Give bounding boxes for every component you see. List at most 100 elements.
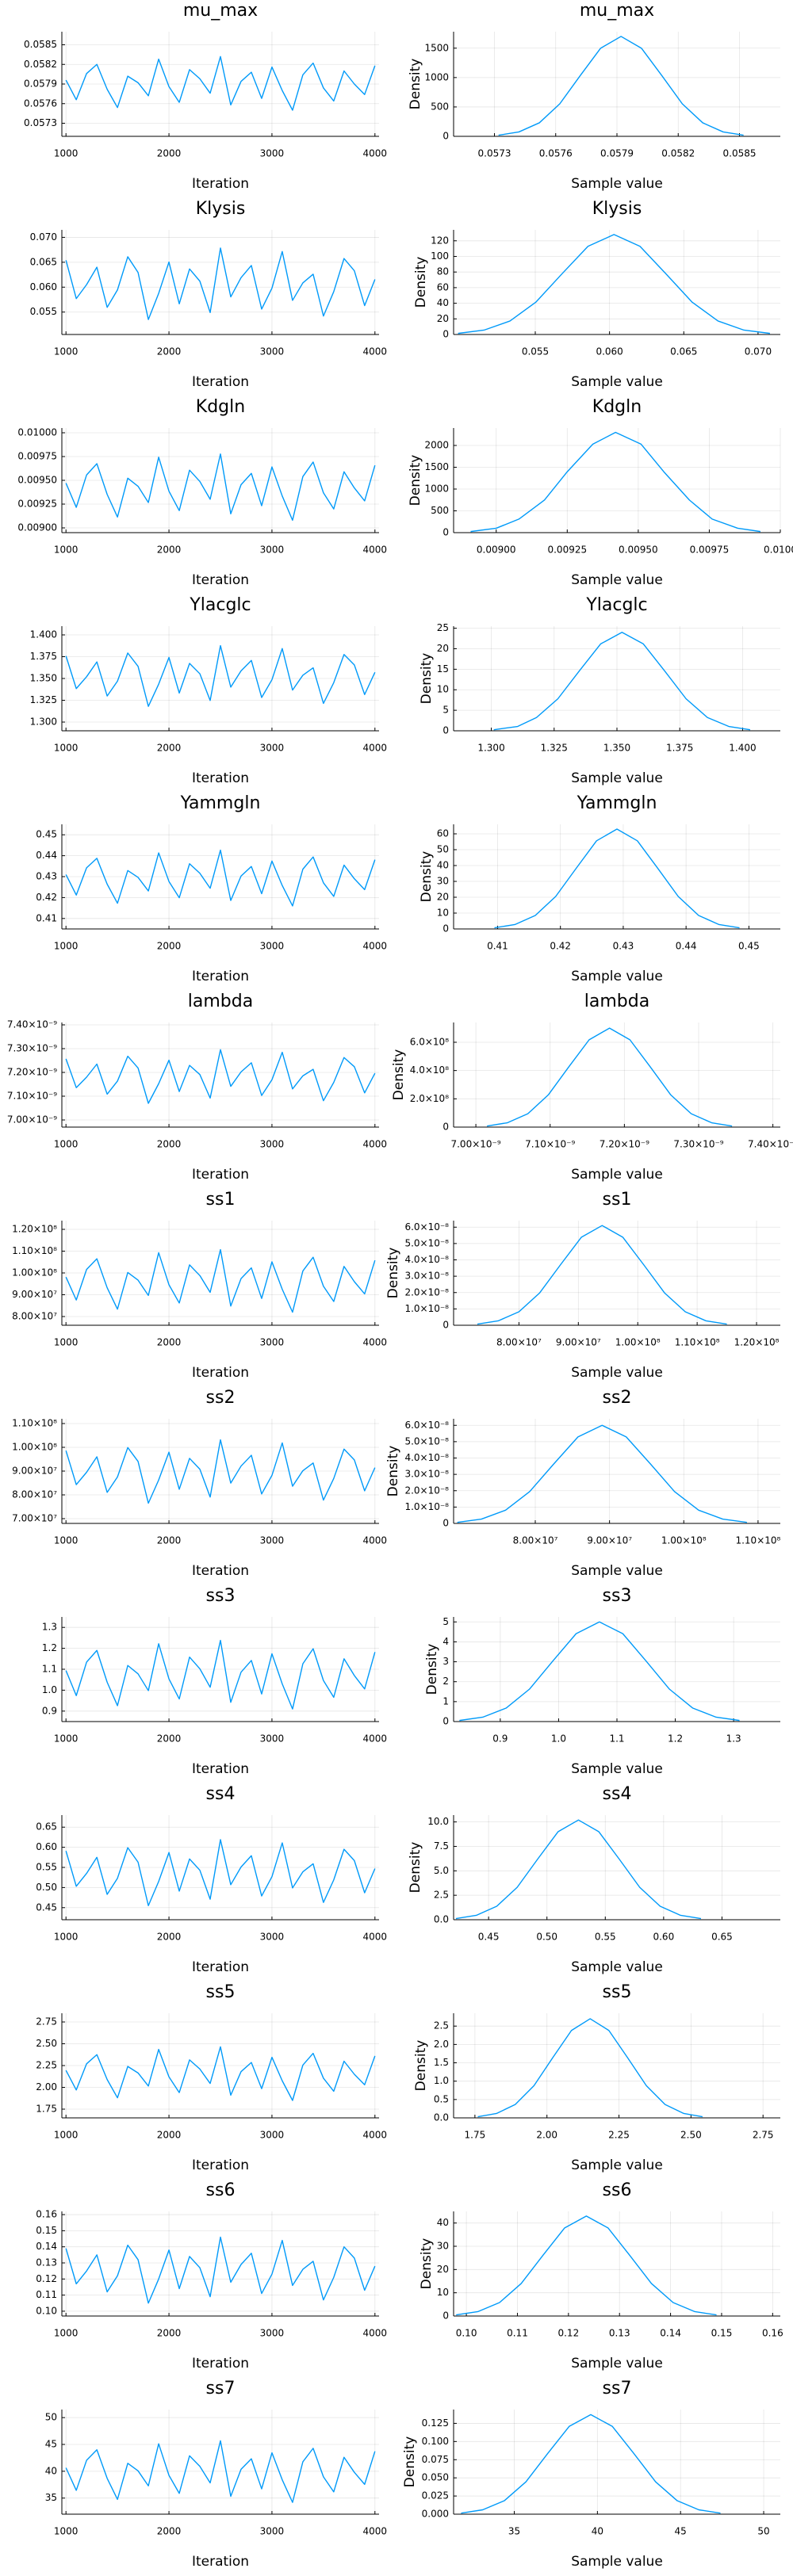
y-axis-label: Density xyxy=(413,257,429,308)
y-tick-label: 5 xyxy=(442,1616,449,1627)
data-line xyxy=(65,1248,376,1313)
panel: ss3 0.9 1.0 1.1 1.2 1.3 1000 2000 3000 4000 Iterat… xyxy=(42,1586,387,1777)
y-tick-label: 0.13 xyxy=(36,2257,57,2268)
y-tick-label: 3.0×10⁻⁸ xyxy=(404,1469,449,1480)
y-axis-label: Density xyxy=(408,455,423,506)
x-tick-label: 1.10×10⁸ xyxy=(735,1535,780,1546)
y-tick-label: 10 xyxy=(437,2287,449,2298)
y-axis-label: Density xyxy=(385,1446,401,1497)
x-tick-label: 3000 xyxy=(260,1139,285,1150)
y-axis-label: Density xyxy=(419,2238,435,2290)
y-tick-label: 8.00×10⁷ xyxy=(12,1489,57,1500)
y-tick-label: 20 xyxy=(437,2264,449,2275)
x-tick-label: 1000 xyxy=(54,743,79,754)
y-tick-label: 0 xyxy=(442,131,449,142)
panel: Ylacglc 1.300 1.325 1.350 1.375 1.400 1000 2000… xyxy=(30,595,387,786)
panel-title: ss1 xyxy=(206,1190,236,1210)
y-tick-label: 0.000 xyxy=(422,2509,449,2520)
y-tick-label: 25 xyxy=(437,622,449,633)
x-tick-label: 0.9 xyxy=(492,1733,508,1745)
y-tick-label: 2.0 xyxy=(434,2039,449,2050)
x-tick-label: 7.40×10⁻⁹ xyxy=(748,1139,793,1150)
y-tick-label: 40 xyxy=(437,860,449,871)
panel: ss6 0 10 20 30 40 0.10 0.11 0.12 0.13 0.14 0.15 0.16… xyxy=(419,2180,783,2372)
y-tick-label: 0.060 xyxy=(30,281,57,292)
x-tick-label: 4000 xyxy=(363,1733,388,1745)
y-tick-label: 0 xyxy=(442,1122,449,1133)
y-tick-label: 0.00925 xyxy=(17,499,57,510)
y-tick-label: 9.00×10⁷ xyxy=(12,1289,57,1300)
x-tick-label: 3000 xyxy=(260,1932,285,1943)
panel: ss2 7.00×10⁷ 8.00×10⁷ 9.00×10⁷ 1.00×10⁸ 1.10×… xyxy=(12,1388,387,1579)
x-tick-label: 2000 xyxy=(157,2328,182,2339)
panel: mu_max 0 500 1000 1500 0.0573 0.0576 0.0579 0.05… xyxy=(408,1,780,192)
data-line xyxy=(470,431,761,533)
y-tick-label: 500 xyxy=(431,101,449,112)
y-tick-label: 1.00×10⁸ xyxy=(12,1442,57,1453)
panel-title: Klysis xyxy=(592,199,642,219)
y-tick-label: 1.0×10⁻⁸ xyxy=(404,1501,449,1512)
y-tick-label: 1.400 xyxy=(30,629,57,640)
x-tick-label: 0.41 xyxy=(487,941,508,952)
y-tick-label: 0 xyxy=(442,1320,449,1331)
y-tick-label: 7.40×10⁻⁹ xyxy=(7,1019,57,1030)
x-axis-label: Sample value xyxy=(571,176,663,192)
y-axis-label: Density xyxy=(402,2436,418,2488)
x-tick-label: 0.0100 xyxy=(764,545,793,556)
y-tick-label: 1500 xyxy=(424,42,449,53)
panel-title: Kdgln xyxy=(592,397,642,417)
y-tick-label: 2.00 xyxy=(36,2081,57,2093)
data-line xyxy=(458,234,770,334)
y-axis-label: Density xyxy=(424,1644,440,1695)
y-tick-label: 0.00950 xyxy=(17,475,57,486)
panel: ss6 0.10 0.11 0.12 0.13 0.14 0.15 0.16 1000 2000 3… xyxy=(36,2180,387,2372)
y-tick-label: 1.10×10⁸ xyxy=(12,1245,57,1256)
y-tick-label: 30 xyxy=(437,876,449,887)
x-tick-label: 1.75 xyxy=(465,2130,486,2141)
y-tick-label: 7.20×10⁻⁹ xyxy=(7,1067,57,1078)
panel-title: ss7 xyxy=(603,2379,632,2398)
x-tick-label: 7.30×10⁻⁹ xyxy=(673,1139,723,1150)
y-tick-label: 0.0585 xyxy=(24,39,57,50)
x-tick-label: 1.10×10⁸ xyxy=(675,1337,720,1348)
y-tick-label: 0.14 xyxy=(36,2241,57,2252)
panel-title: ss7 xyxy=(206,2379,236,2398)
y-tick-label: 2.5 xyxy=(434,1890,449,1901)
x-tick-label: 3000 xyxy=(260,1337,285,1348)
x-axis-label: Sample value xyxy=(571,572,663,588)
y-tick-label: 0.60 xyxy=(36,1841,57,1852)
x-axis-label: Iteration xyxy=(192,2157,249,2173)
y-tick-label: 20 xyxy=(437,643,449,654)
y-tick-label: 0.0573 xyxy=(24,117,57,128)
x-tick-label: 0.16 xyxy=(762,2328,783,2339)
x-tick-label: 8.00×10⁷ xyxy=(496,1337,542,1348)
y-tick-label: 0.125 xyxy=(422,2417,449,2429)
x-axis-label: Iteration xyxy=(192,1167,249,1183)
x-tick-label: 4000 xyxy=(363,1139,388,1150)
x-tick-label: 0.0579 xyxy=(600,148,634,159)
x-tick-label: 0.42 xyxy=(550,941,571,952)
y-tick-label: 10 xyxy=(437,908,449,919)
y-axis-label: Density xyxy=(385,1248,401,1299)
x-tick-label: 0.43 xyxy=(613,941,634,952)
panel-title: Kdgln xyxy=(196,397,245,417)
x-tick-label: 1.2 xyxy=(668,1733,683,1745)
panel-title: Yammgln xyxy=(180,793,261,813)
y-tick-label: 7.30×10⁻⁹ xyxy=(7,1043,57,1054)
data-line xyxy=(65,2046,376,2101)
x-tick-label: 4000 xyxy=(363,346,388,357)
x-tick-label: 0.45 xyxy=(478,1932,500,1943)
y-tick-label: 4.0×10⁻⁸ xyxy=(404,1452,449,1463)
y-tick-label: 1.2 xyxy=(42,1642,57,1653)
x-tick-label: 1000 xyxy=(54,346,79,357)
y-axis-label: Density xyxy=(391,1049,407,1101)
data-line xyxy=(487,1027,733,1127)
y-tick-label: 0.0579 xyxy=(24,78,57,90)
y-tick-label: 0.00975 xyxy=(17,451,57,462)
x-tick-label: 0.65 xyxy=(711,1932,733,1943)
y-tick-label: 6.0×10⁸ xyxy=(410,1036,449,1047)
y-tick-label: 500 xyxy=(431,505,449,516)
data-line xyxy=(456,2215,717,2316)
y-axis-label: Density xyxy=(413,2040,429,2092)
panel-title: ss2 xyxy=(206,1388,236,1408)
